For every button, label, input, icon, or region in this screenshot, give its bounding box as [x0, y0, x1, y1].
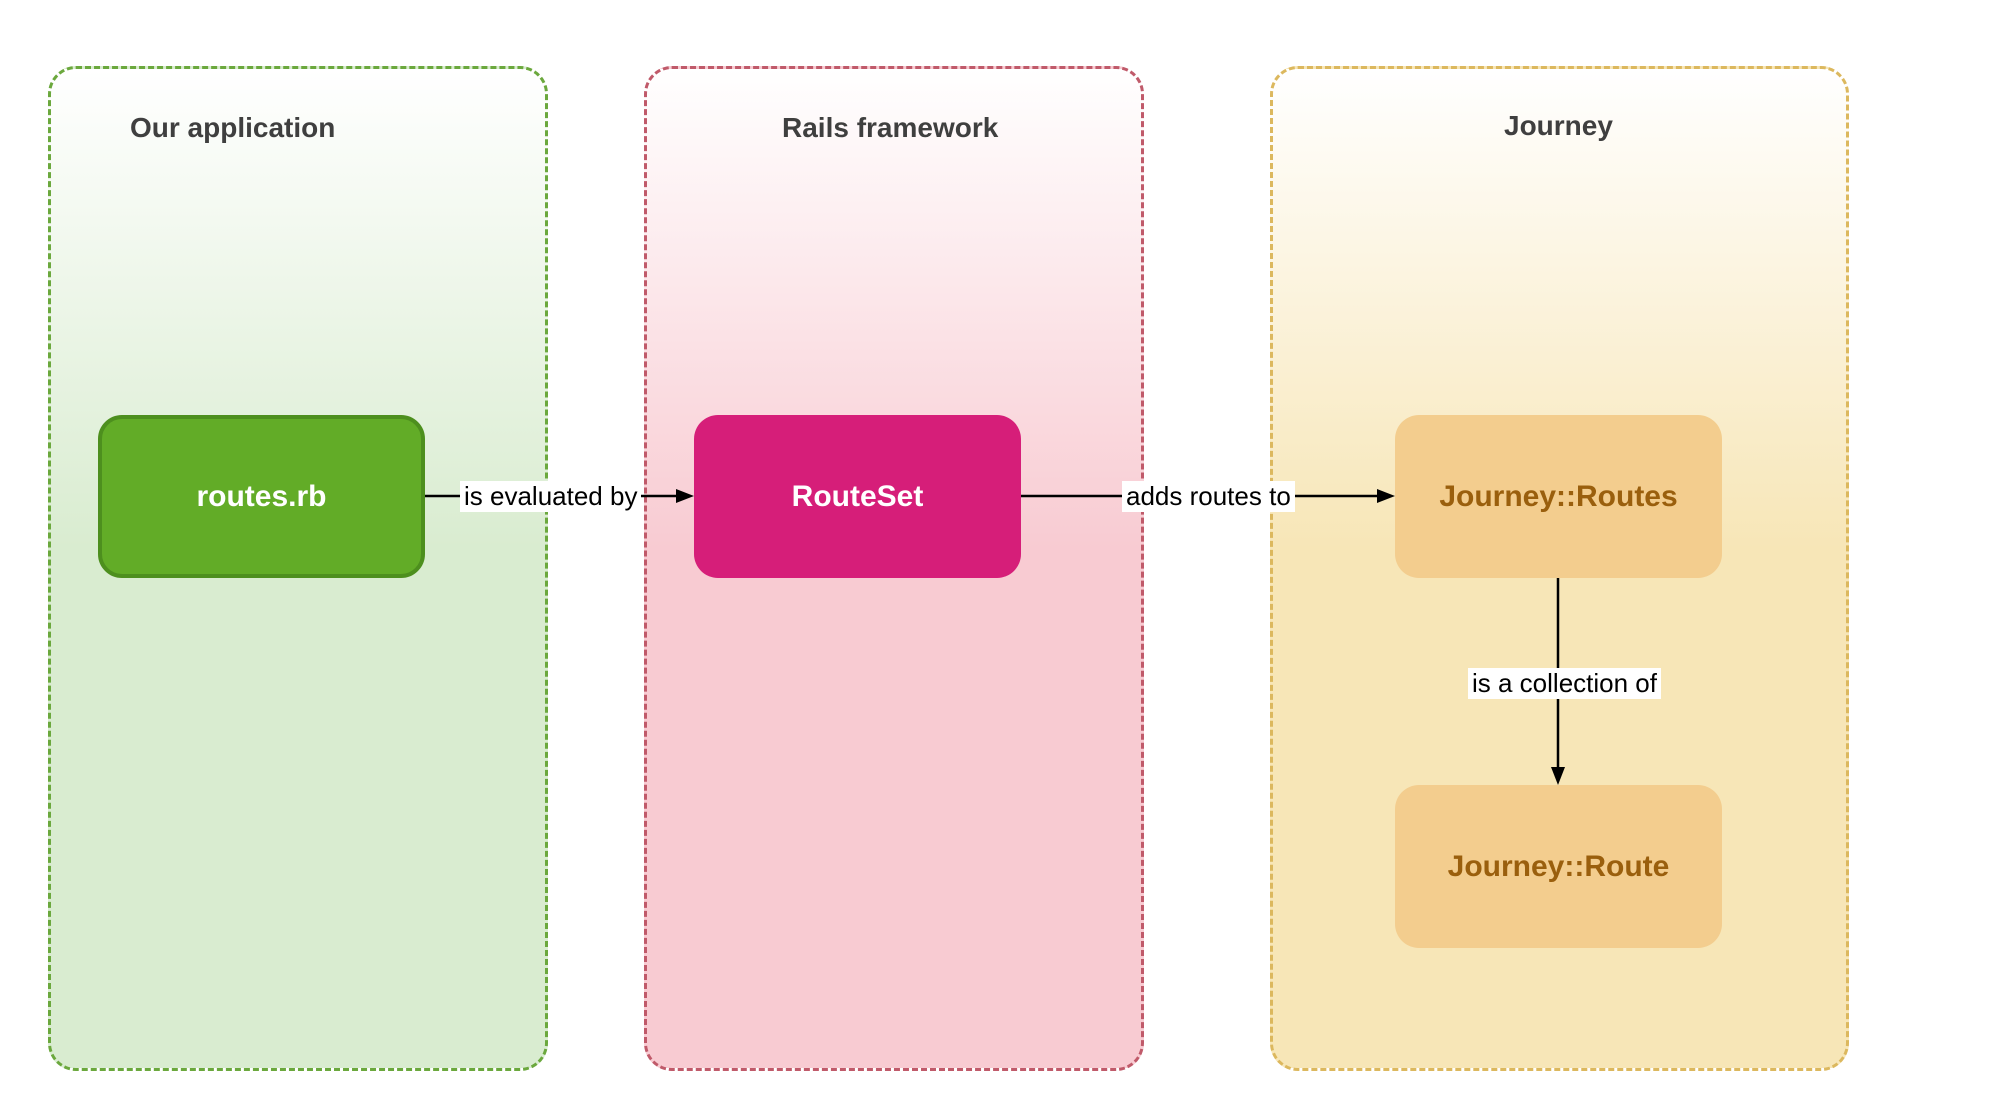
- group-title-rails: Rails framework: [782, 112, 998, 144]
- edge-label-e1: is evaluated by: [460, 481, 641, 512]
- group-title-journey: Journey: [1504, 110, 1613, 142]
- node-journey_routes: Journey::Routes: [1395, 415, 1722, 578]
- node-journey_route: Journey::Route: [1395, 785, 1722, 948]
- node-label-routeset: RouteSet: [792, 480, 924, 514]
- edge-label-e2: adds routes to: [1122, 481, 1295, 512]
- node-routeset: RouteSet: [694, 415, 1021, 578]
- node-label-journey_route: Journey::Route: [1448, 850, 1670, 884]
- node-label-journey_routes: Journey::Routes: [1439, 480, 1677, 514]
- node-routes_rb: routes.rb: [98, 415, 425, 578]
- node-label-routes_rb: routes.rb: [196, 480, 326, 514]
- diagram-canvas: Our application Rails framework Journey is …: [0, 0, 2000, 1100]
- edge-label-e3: is a collection of: [1468, 668, 1661, 699]
- group-title-app: Our application: [130, 112, 335, 144]
